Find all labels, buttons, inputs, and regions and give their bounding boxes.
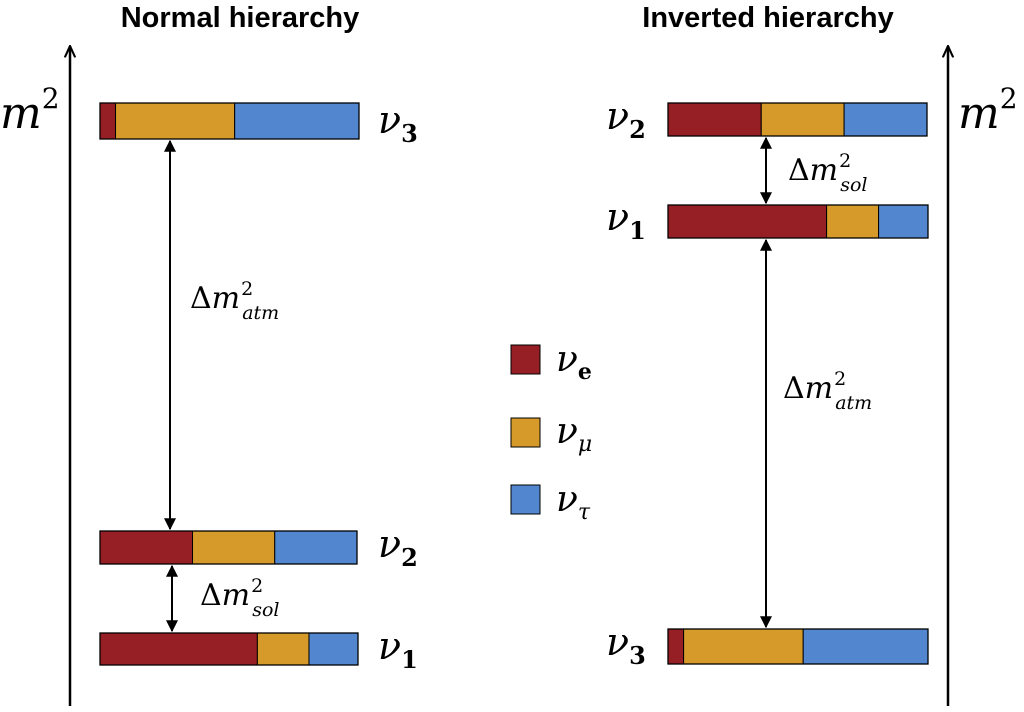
normal-label-nu2: ν2 — [378, 522, 418, 572]
normal-bar-nu3-segment-nu-e — [99, 102, 117, 140]
legend-label-nu-e: νe — [556, 339, 592, 385]
inverted-bar-nu2 — [667, 102, 928, 137]
inverted-atm-label: Δm2 atm — [783, 368, 872, 414]
normal-bar-nu1-segment-nu-mu — [256, 632, 310, 666]
normal-sol-label: Δm2 sol — [200, 575, 280, 621]
inverted-bar-nu2-outline — [667, 102, 928, 137]
normal-bar-nu3-segment-nu-tau — [234, 102, 360, 140]
inverted-label-nu1: ν1 — [606, 195, 646, 245]
legend-swatch-nu-mu — [510, 417, 541, 448]
normal-bar-nu1-segment-nu-tau — [308, 632, 359, 666]
legend-label-nu-mu: νμ — [556, 411, 592, 457]
normal-bar-nu3-segment-nu-mu — [115, 102, 236, 140]
normal-bar-nu1-outline — [99, 632, 359, 666]
inverted-label-nu2: ν2 — [606, 94, 646, 144]
inverted-axis-label: m2 — [958, 82, 1018, 139]
legend-swatch-nu-tau — [510, 484, 541, 515]
inverted-bar-nu3-segment-nu-mu — [683, 628, 804, 665]
normal-bar-nu2-segment-nu-mu — [192, 530, 276, 565]
inverted-bar-nu3-segment-nu-tau — [802, 628, 929, 665]
inverted-bar-nu3-segment-nu-e — [667, 628, 685, 665]
normal-label-nu1: ν1 — [378, 624, 418, 674]
legend-label-nu-tau: ντ — [556, 479, 591, 525]
normal-bar-nu2-segment-nu-tau — [274, 530, 358, 565]
legend: νe νμ ντ — [510, 339, 592, 525]
inverted-bar-nu1-segment-nu-mu — [826, 204, 880, 239]
inverted-label-nu3: ν3 — [606, 620, 646, 670]
inverted-bar-nu3-outline — [667, 628, 929, 665]
normal-bar-nu2-segment-nu-e — [99, 530, 194, 565]
normal-bar-nu3-outline — [99, 102, 360, 140]
normal-bar-nu2 — [99, 530, 358, 565]
normal-bar-nu1 — [99, 632, 359, 666]
normal-bar-nu1-segment-nu-e — [99, 632, 258, 666]
inverted-bar-nu2-segment-nu-tau — [843, 102, 928, 137]
legend-swatch-nu-e — [510, 344, 541, 375]
normal-label-nu3: ν3 — [378, 98, 418, 148]
normal-bar-nu2-outline — [99, 530, 358, 565]
normal-hierarchy-title: Normal hierarchy — [121, 2, 360, 34]
inverted-bar-nu1-segment-nu-e — [667, 204, 828, 239]
inverted-bar-nu2-segment-nu-e — [667, 102, 762, 137]
inverted-bar-nu1-segment-nu-tau — [878, 204, 929, 239]
inverted-bar-nu1-outline — [667, 204, 929, 239]
inverted-bar-nu1 — [667, 204, 929, 239]
normal-axis-label: m2 — [0, 82, 60, 139]
inverted-sol-label: Δm2 sol — [788, 150, 868, 196]
normal-atm-label: Δm2 atm — [190, 278, 279, 324]
inverted-bar-nu3 — [667, 628, 929, 665]
normal-bar-nu3 — [99, 102, 360, 140]
inverted-hierarchy-title: Inverted hierarchy — [642, 2, 893, 34]
inverted-bar-nu2-segment-nu-mu — [760, 102, 845, 137]
